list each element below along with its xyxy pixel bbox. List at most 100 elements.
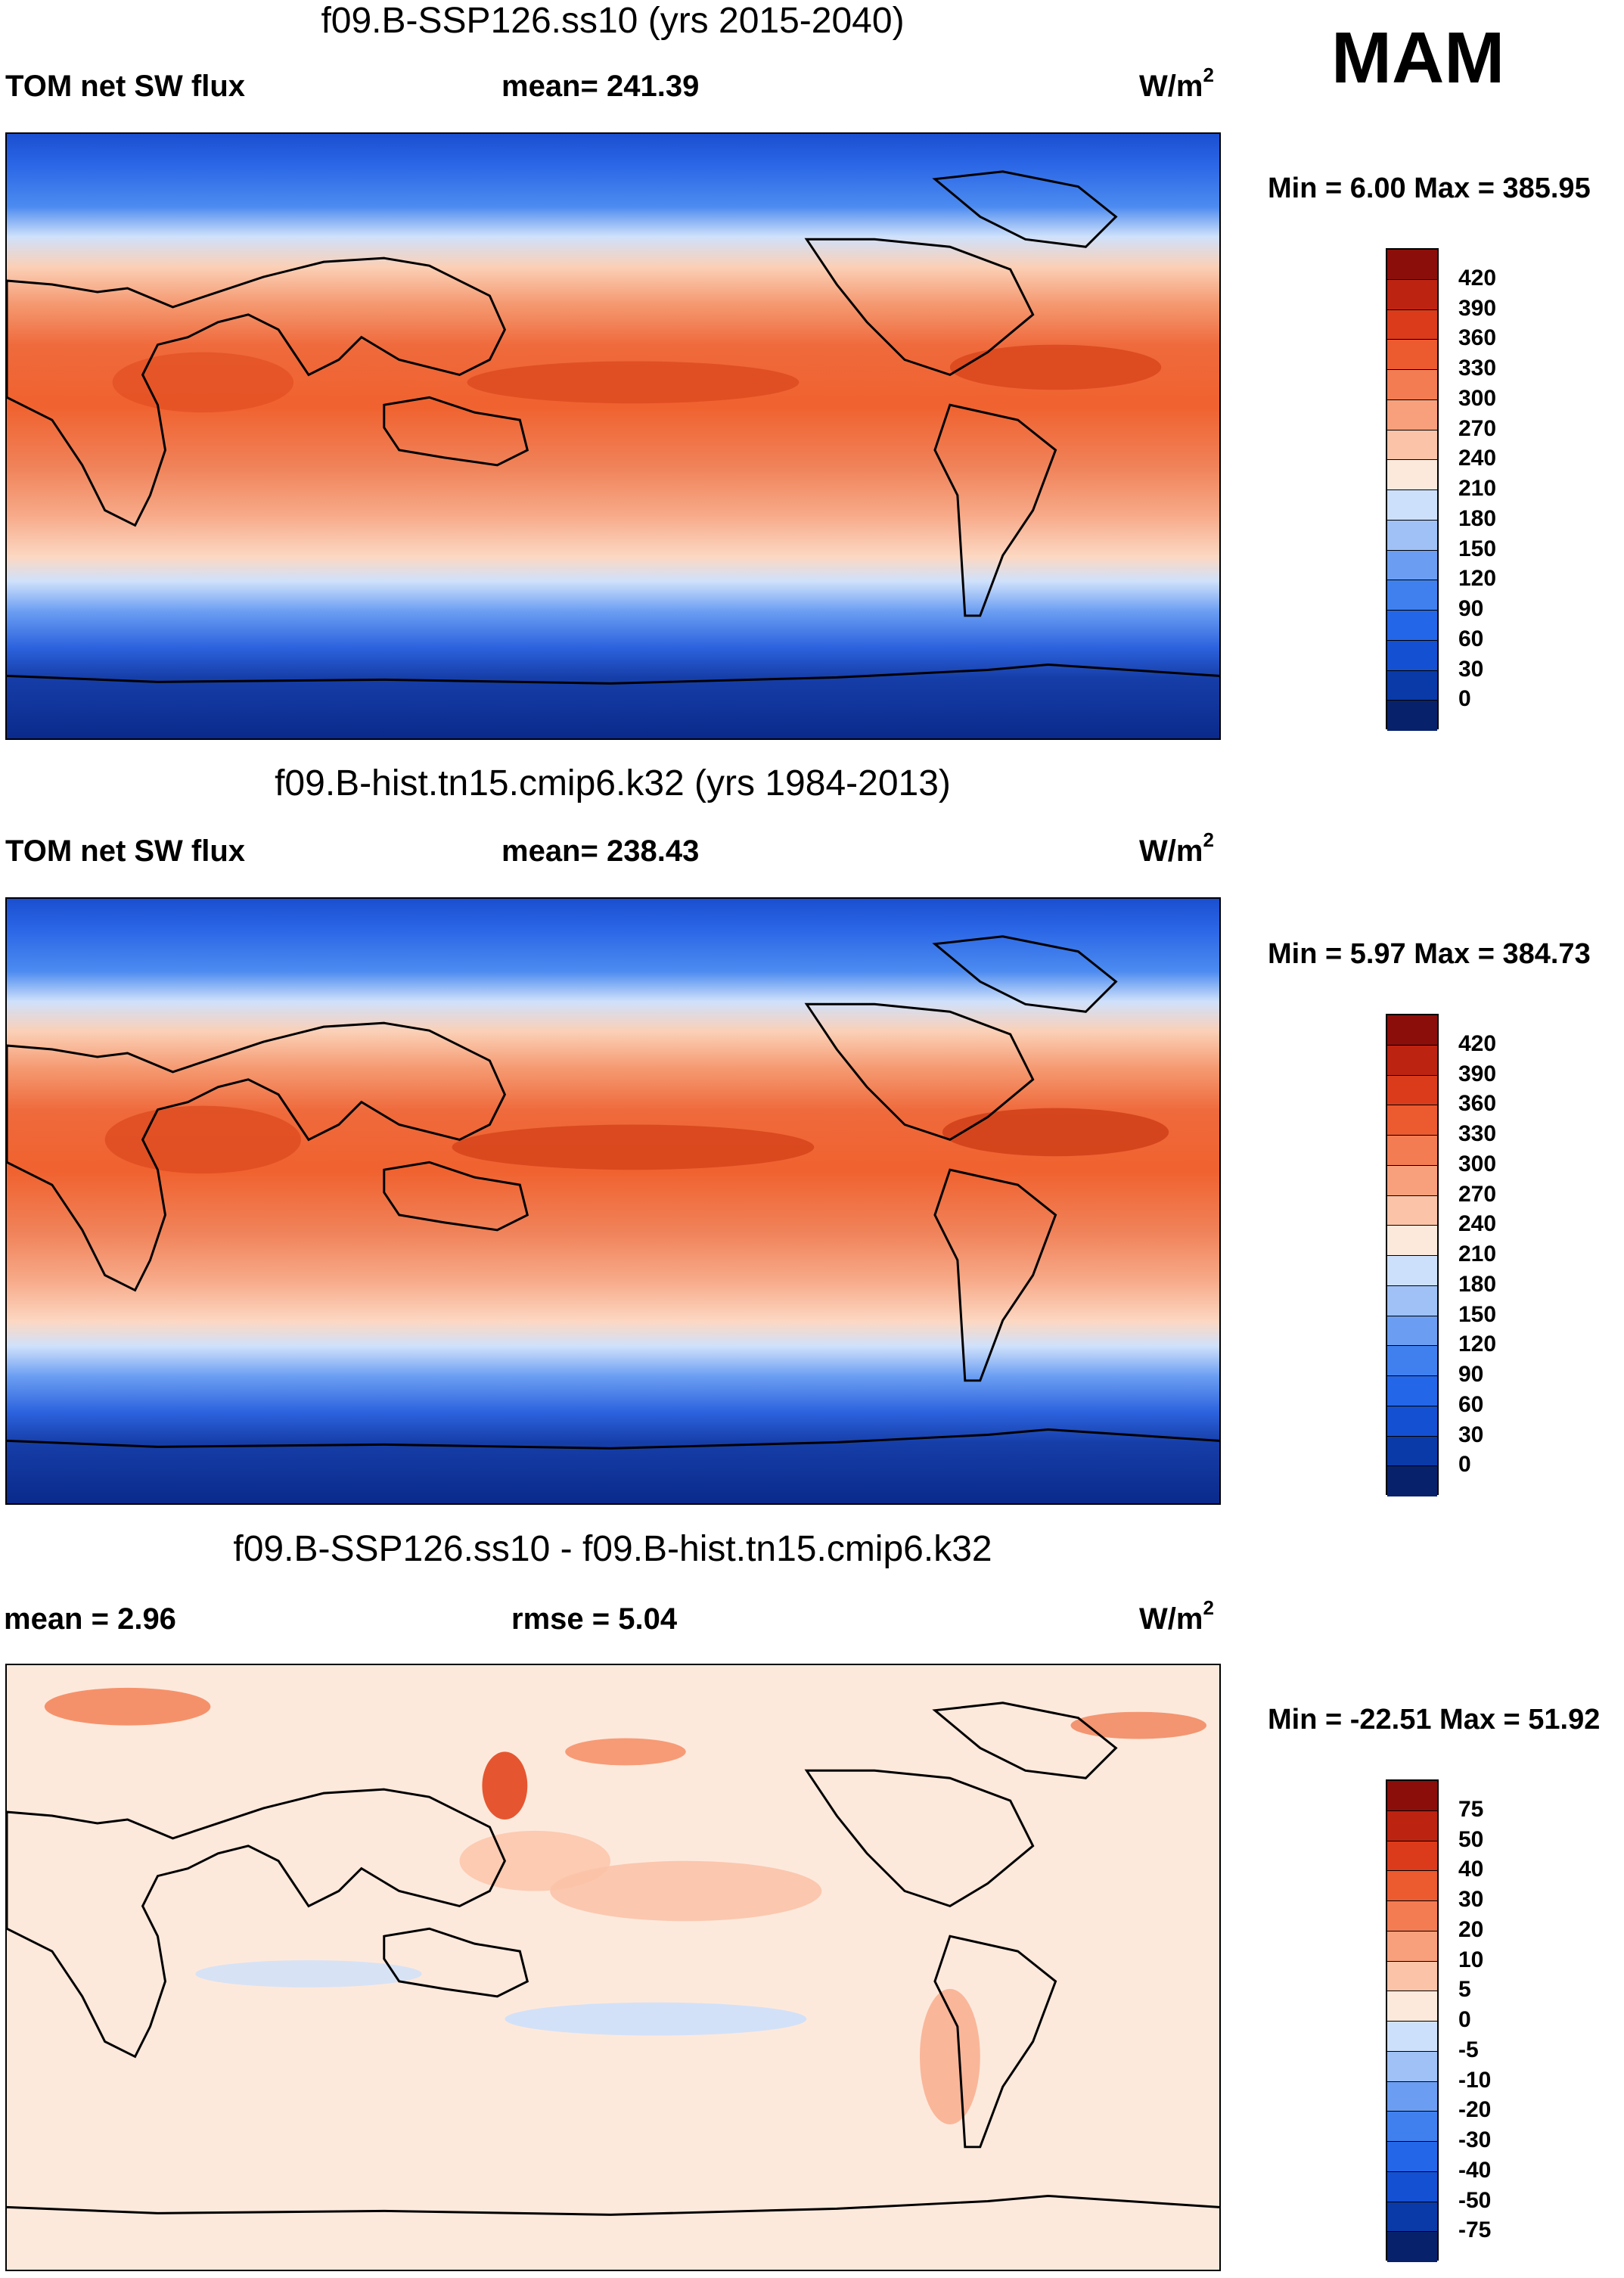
colorbar-tick-label: 50 [1458,1826,1484,1852]
colorbar-segment [1387,340,1437,370]
colorbar-tick-label: -40 [1458,2157,1492,2183]
colorbar-segment [1387,1226,1437,1256]
colorbar-tick-label: 5 [1458,1977,1471,2003]
colorbar-segment [1387,1105,1437,1136]
colorbar-segment [1387,490,1437,521]
panel-2-map-plot [7,899,1219,1503]
colorbar-segment [1387,1316,1437,1347]
panel-1-title: f09.B-SSP126.ss10 (yrs 2015-2040) [321,1,905,41]
colorbar-segment [1387,2202,1437,2233]
colorbar-segment [1387,2112,1437,2142]
colorbar-tick-label: -50 [1458,2187,1492,2213]
colorbar-segment [1387,550,1437,581]
colorbar-segment [1387,1406,1437,1437]
panel-2-minmax: Min = 5.97 Max = 384.73 [1268,938,1591,970]
colorbar-segment [1387,611,1437,641]
colorbar-segment [1387,370,1437,400]
colorbar-segment [1387,1195,1437,1226]
colorbar-tick-label: -5 [1458,2037,1479,2062]
colorbar-segment [1387,460,1437,490]
colorbar-segment [1387,701,1437,731]
colorbar-tick-label: 150 [1458,1301,1497,1327]
colorbar-segment [1387,670,1437,701]
colorbar-tick-label: 60 [1458,626,1484,651]
colorbar-tick-label: -30 [1458,2127,1492,2152]
panel-3-map-plot [7,1665,1219,2270]
colorbar-segment [1387,250,1437,280]
panel-2-coastline-greenland [932,935,1118,1013]
colorbar-segment [1387,279,1437,310]
colorbar-tick-label: 420 [1458,1030,1497,1056]
colorbar-tick-label: 0 [1458,2007,1471,2032]
colorbar-segment [1387,580,1437,611]
colorbar-tick-label: 0 [1458,686,1471,712]
colorbar-tick-label: 30 [1458,656,1484,682]
colorbar-segment [1387,1436,1437,1467]
colorbar-tick-label: 360 [1458,325,1497,351]
panel-1-mean-label: mean= 241.39 [501,70,700,103]
colorbar-tick-label: 240 [1458,1211,1497,1237]
panel-2-units: W/m2 [1139,828,1214,868]
panel-2-title: f09.B-hist.tn15.cmip6.k32 (yrs 1984-2013… [275,763,951,803]
colorbar-tick-label: 120 [1458,566,1497,592]
panel-3-minmax: Min = -22.51 Max = 51.92 [1268,1704,1601,1736]
colorbar-tick-label: 75 [1458,1796,1484,1822]
panel-1-coastline-australia [383,396,529,467]
panel-2-colorbar [1386,1014,1439,1496]
panel-3-map [5,1664,1221,2271]
panel-3-coastline-north-america [804,1769,1035,1908]
colorbar-tick-label: -20 [1458,2097,1492,2123]
panel-1-minmax: Min = 6.00 Max = 385.95 [1268,172,1591,204]
colorbar-segment [1387,2142,1437,2172]
panel-2-coastline-north-america [804,1002,1035,1142]
colorbar-tick-label: 120 [1458,1332,1497,1357]
colorbar-segment [1387,1045,1437,1076]
season-label: MAM [1331,17,1505,98]
colorbar-segment [1387,309,1437,340]
panel-3-coastline-australia [383,1927,529,1998]
colorbar-tick-label: 90 [1458,596,1484,621]
panel-1-coastline-north-america [804,238,1035,377]
colorbar-segment [1387,1466,1437,1496]
colorbar-segment [1387,1871,1437,1901]
panel-3-coastline-south-america [933,1935,1057,2149]
colorbar-segment [1387,1285,1437,1316]
colorbar-segment [1387,640,1437,671]
colorbar-tick-label: 330 [1458,356,1497,381]
colorbar-tick-label: 210 [1458,476,1497,501]
colorbar-tick-label: 210 [1458,1242,1497,1266]
colorbar-tick-label: 270 [1458,1181,1497,1207]
panel-3-coastline-antarctica [7,2194,1219,2216]
colorbar-segment [1387,1901,1437,1931]
panel-1-colorbar [1386,248,1439,731]
panel-2-coastline-eurasia-africa [7,1021,507,1292]
panel-2-coastline-south-america [933,1168,1057,1382]
colorbar-tick-label: 180 [1458,505,1497,531]
colorbar-tick-label: 90 [1458,1362,1484,1387]
colorbar-segment [1387,399,1437,430]
colorbar-segment [1387,2022,1437,2052]
colorbar-tick-label: 40 [1458,1857,1484,1882]
panel-3-units: W/m2 [1139,1596,1214,1636]
colorbar-tick-label: 360 [1458,1091,1497,1117]
colorbar-segment [1387,1015,1437,1046]
colorbar-segment [1387,1346,1437,1376]
colorbar-tick-label: -75 [1458,2217,1492,2243]
panel-3-coastline-greenland [932,1702,1118,1779]
colorbar-tick-label: 180 [1458,1271,1497,1297]
colorbar-segment [1387,520,1437,551]
colorbar-segment [1387,1256,1437,1286]
colorbar-tick-label: -10 [1458,2067,1492,2093]
panel-3-coastline-eurasia-africa [7,1788,507,2059]
panel-3-rmse-label: rmse = 5.04 [511,1602,678,1636]
panel-2-mean-label: mean= 238.43 [501,834,700,868]
colorbar-tick-label: 420 [1458,265,1497,291]
colorbar-segment [1387,1781,1437,1811]
panel-2-coastline-australia [383,1161,529,1232]
panel-1-map [5,132,1221,740]
colorbar-tick-label: 30 [1458,1887,1484,1912]
colorbar-segment [1387,1376,1437,1406]
panel-1-coastline-antarctica [7,663,1219,685]
colorbar-segment [1387,430,1437,461]
panel-1-units: W/m2 [1139,64,1214,103]
